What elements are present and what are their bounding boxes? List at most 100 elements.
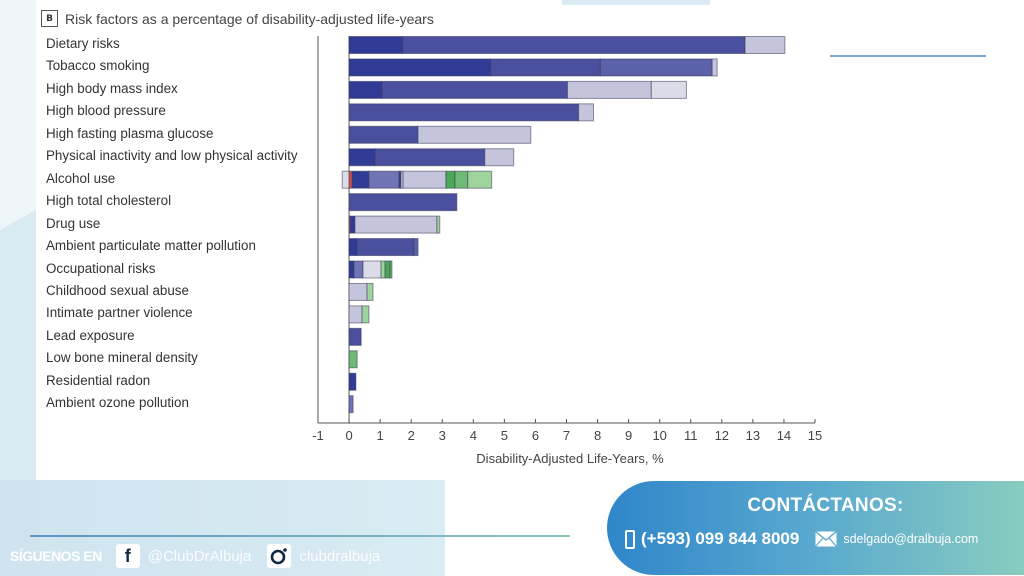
category-label: Intimate partner violence [46,305,193,321]
category-label: Lead exposure [46,327,135,343]
bar-segment [368,170,400,189]
bar-segment [348,350,358,369]
bar-segment [374,148,486,167]
x-tick-label: 10 [652,428,666,443]
bar-segment [381,80,568,99]
panel-label: B [41,10,58,27]
bar-segment [711,58,718,77]
bar-segment [578,103,595,122]
bar-16 [348,395,354,414]
content-panel [36,0,1024,480]
category-label: High fasting plasma glucose [46,125,214,141]
x-tick-label: 11 [684,428,698,443]
bar-12 [348,305,370,324]
bar-segment [348,305,363,324]
category-label: Tobacco smoking [46,58,150,74]
category-label: Physical inactivity and low physical act… [46,148,298,164]
x-tick-label: 0 [345,428,352,443]
category-label: High total cholesterol [46,193,172,209]
bar-segment [417,125,532,144]
footer-divider [30,535,570,537]
x-tick-label: 4 [470,428,477,443]
x-tick-label: 12 [715,428,729,443]
bar-segment [650,80,687,99]
decorative-line [830,55,986,57]
bar-segment [348,282,368,301]
bar-11 [348,282,374,301]
x-tick-label: 15 [808,428,822,443]
bar-segment [389,260,393,279]
follow-label: SÍGUENOS EN [10,548,102,564]
bar-9 [348,238,419,257]
bar-segment [361,305,370,324]
bar-segment [353,260,364,279]
bar-3 [348,103,595,122]
x-tick-label: -1 [312,428,324,443]
bar-segment [484,148,515,167]
bar-segment [380,260,386,279]
bar-segment [348,103,580,122]
bar-segment [413,238,419,257]
bar-segment [349,215,356,234]
instagram-handle[interactable]: clubdralbuja [299,547,381,565]
bar-1 [348,58,718,77]
x-axis-label: Disability-Adjusted Life-Years, % [476,451,664,466]
bar-segment [445,170,456,189]
category-label: Residential radon [46,372,151,388]
phone-number[interactable]: (+593) 099 844 8009 [641,529,800,548]
bar-segment [348,148,376,167]
bar-segment [566,80,652,99]
footer-band [0,480,445,576]
bar-6 [341,170,493,189]
bar-segment [454,170,469,189]
bar-segment [744,36,786,54]
bar-segment [341,170,350,189]
facebook-handle[interactable]: @ClubDrAlbuja [147,547,252,565]
category-label: Ambient ozone pollution [46,395,189,411]
chart-title: Risk factors as a percentage of disabili… [65,10,434,27]
x-tick-label: 14 [777,428,791,443]
bar-segment [384,260,391,279]
bar-segment [348,125,419,144]
contact-banner: CONTÁCTANOS: (+593) 099 844 8009 sdelgad… [607,481,1024,575]
bar-segment [362,260,382,279]
bar-13 [348,327,362,346]
bar-segment [351,170,370,189]
bar-15 [348,372,357,391]
category-label: Occupational risks [46,260,156,276]
bar-segment [348,193,458,212]
bar-segment [348,395,354,414]
bar-segment [348,260,355,279]
category-label: Dietary risks [46,36,120,51]
bar-5 [348,148,515,167]
bar-segment [599,58,713,77]
bar-segment [366,282,374,301]
x-tick-label: 13 [746,428,760,443]
bar-segment [436,215,441,234]
bar-segment [348,36,404,54]
bar-segment [348,372,357,391]
bar-segment [348,327,362,346]
bar-segment [402,36,746,54]
category-label: High body mass index [46,80,178,96]
mail-icon [815,531,838,547]
stacked-bar-chart: -1 0 1 2 3 4 5 6 7 8 9 10 11 12 13 14 15 [312,36,822,443]
x-tick-label: 8 [594,428,601,443]
bar-segment [354,215,438,234]
facebook-icon[interactable]: f [115,544,140,568]
bar-2 [348,80,687,99]
bar-segment [348,58,492,77]
instagram-icon[interactable] [267,544,292,568]
bar-segment [356,238,415,257]
bar-8 [348,215,441,234]
bar-segment [490,58,601,77]
contact-heading: CONTÁCTANOS: [747,495,904,516]
contact-details: (+593) 099 844 8009 sdelgado@dralbuja.co… [625,529,978,549]
x-tick-label: 6 [532,428,539,443]
bar-10 [348,260,393,279]
email-address[interactable]: sdelgado@dralbuja.com [843,532,979,546]
category-label: Childhood sexual abuse [46,282,189,298]
bar-14 [348,350,358,369]
x-tick-label: 2 [408,428,415,443]
bar-0 [348,36,786,54]
